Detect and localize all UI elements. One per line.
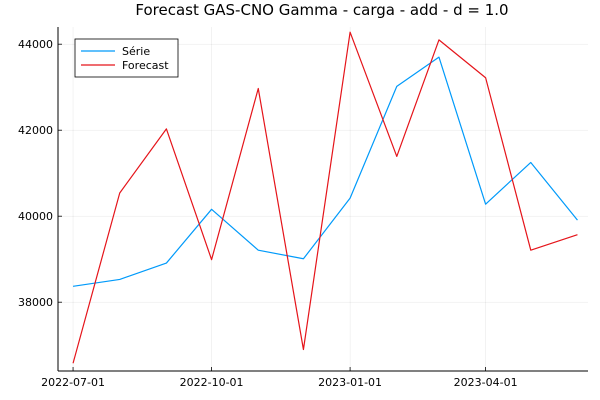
x-tick-label: 2022-10-01 xyxy=(180,376,244,389)
series-lines xyxy=(72,31,578,364)
chart-title: Forecast GAS-CNO Gamma - carga - add - d… xyxy=(135,1,508,19)
y-tick-label: 40000 xyxy=(18,210,53,223)
tick-labels: 2022-07-01 2022-10-01 2023-01-01 2023-04-01… xyxy=(18,38,518,389)
y-tick-label: 38000 xyxy=(18,296,53,309)
axes xyxy=(57,27,588,372)
series-line-forecast xyxy=(72,31,578,364)
x-tick-label: 2023-01-01 xyxy=(318,376,382,389)
x-tick-label: 2022-07-01 xyxy=(41,376,105,389)
x-tick-label: 2023-04-01 xyxy=(454,376,518,389)
series-line-s-rie xyxy=(72,56,578,287)
legend-box xyxy=(74,38,179,78)
legend-label-serie: Série xyxy=(122,45,150,58)
grid xyxy=(58,27,588,371)
y-tick-label: 42000 xyxy=(18,124,53,137)
legend-label-forecast: Forecast xyxy=(122,59,169,72)
legend: Série Forecast xyxy=(74,38,179,78)
y-tick-label: 44000 xyxy=(18,38,53,51)
